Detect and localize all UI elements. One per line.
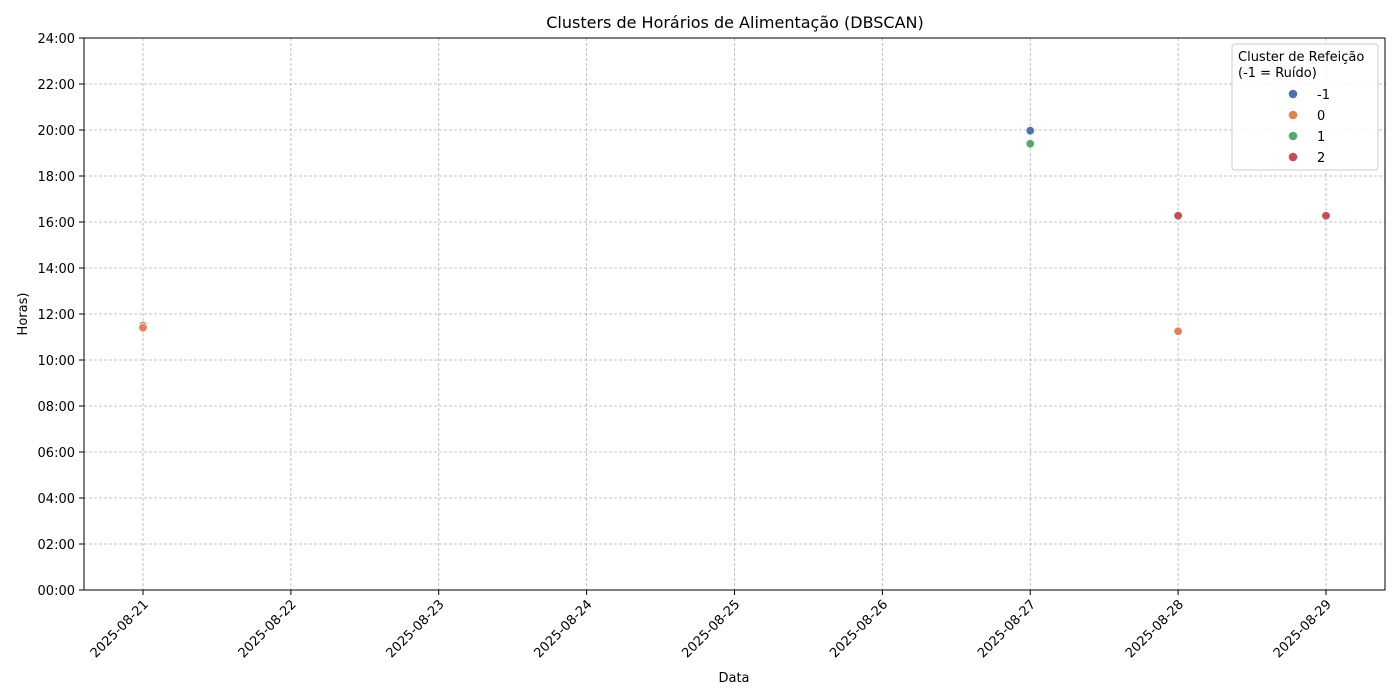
x-axis-label: Data xyxy=(718,671,749,686)
legend-entry-label: 2 xyxy=(1317,151,1325,166)
legend-entry-label: -1 xyxy=(1317,88,1330,103)
grid-layer xyxy=(84,37,1385,591)
y-tick-label: 02:00 xyxy=(38,538,75,553)
y-tick-label: 18:00 xyxy=(38,170,75,185)
data-point xyxy=(1025,139,1035,149)
y-tick-label: 24:00 xyxy=(38,32,75,47)
legend-entry-label: 1 xyxy=(1317,130,1325,145)
y-tick-label: 10:00 xyxy=(38,354,75,369)
data-point xyxy=(1173,211,1183,221)
legend-marker xyxy=(1288,131,1298,141)
y-tick-label: 14:00 xyxy=(38,262,75,277)
chart-title: Clusters de Horários de Alimentação (DBS… xyxy=(546,13,924,32)
x-tick-label: 2025-08-23 xyxy=(384,597,448,661)
x-tick-label: 2025-08-27 xyxy=(975,597,1039,661)
x-tick-label: 2025-08-24 xyxy=(531,597,595,661)
y-tick-label: 16:00 xyxy=(38,216,75,231)
legend-frame xyxy=(1231,43,1379,171)
data-point xyxy=(138,323,148,333)
legend-entries: -1 0 1 2 xyxy=(1288,88,1330,166)
data-point xyxy=(1173,326,1183,336)
legend: Cluster de Refeição (-1 = Ruído) -1 0 1 2 xyxy=(1231,43,1379,171)
y-tick-label: 12:00 xyxy=(38,308,75,323)
y-tick-label: 06:00 xyxy=(38,446,75,461)
points-layer xyxy=(138,125,1331,336)
plot-frame xyxy=(83,37,1386,591)
y-tick-label: 22:00 xyxy=(38,78,75,93)
legend-entry-label: 0 xyxy=(1317,109,1325,124)
legend-marker xyxy=(1288,152,1298,162)
y-tick-label: 08:00 xyxy=(38,400,75,415)
x-tick-label: 2025-08-25 xyxy=(679,597,743,661)
legend-title-line2: (-1 = Ruído) xyxy=(1238,66,1317,81)
x-tick-label: 2025-08-29 xyxy=(1271,597,1335,661)
x-tick-label: 2025-08-28 xyxy=(1123,597,1187,661)
legend-marker xyxy=(1288,110,1298,120)
x-tick-label: 2025-08-26 xyxy=(827,597,891,661)
y-tick-label: 20:00 xyxy=(38,124,75,139)
tick-layer: 2025-08-21 2025-08-22 2025-08-23 2025-08-24… xyxy=(38,32,1335,661)
y-tick-label: 00:00 xyxy=(38,584,75,599)
data-point xyxy=(1321,211,1331,221)
x-tick-label: 2025-08-22 xyxy=(236,597,300,661)
y-axis-label: Horas) xyxy=(16,293,31,336)
legend-title-line1: Cluster de Refeição xyxy=(1238,50,1364,65)
y-tick-label: 04:00 xyxy=(38,492,75,507)
legend-marker xyxy=(1288,89,1298,99)
x-tick-label: 2025-08-21 xyxy=(88,597,152,661)
data-point xyxy=(1025,125,1035,136)
